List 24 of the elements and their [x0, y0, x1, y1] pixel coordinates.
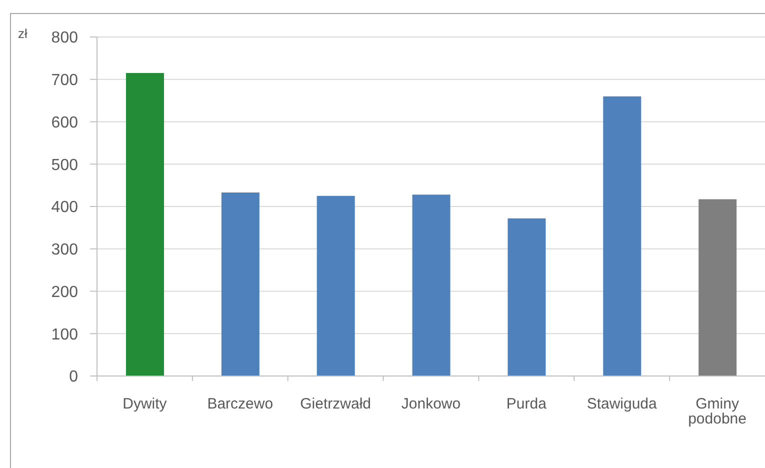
y-tick-label: 100	[51, 326, 78, 344]
bar	[412, 194, 450, 376]
x-tick-label: Jonkowo	[401, 396, 461, 413]
x-tick-label: Barczewo	[207, 396, 274, 413]
y-tick-label: 0	[69, 368, 78, 386]
y-tick-label: 700	[51, 72, 78, 90]
bar	[603, 96, 642, 376]
x-tick-label: Gminy podobne	[688, 396, 746, 428]
bar	[698, 199, 737, 376]
x-tick-label: Gietrzwałd	[300, 396, 371, 413]
y-tick-label: 300	[51, 242, 78, 259]
y-tick-label: 200	[51, 284, 78, 301]
bar	[508, 218, 546, 376]
y-tick-label: 500	[51, 156, 78, 174]
x-tick-label: Dywity	[122, 396, 168, 413]
bar	[316, 196, 355, 376]
bar	[221, 192, 260, 376]
y-tick-label: 600	[51, 114, 78, 132]
x-tick-label: Stawiguda	[586, 396, 658, 413]
y-tick-label: 400	[51, 199, 78, 216]
y-axis-title: zł	[18, 26, 28, 41]
y-tick-label: 800	[51, 30, 78, 47]
x-tick-label: Purda	[506, 396, 548, 413]
bar	[126, 73, 164, 376]
